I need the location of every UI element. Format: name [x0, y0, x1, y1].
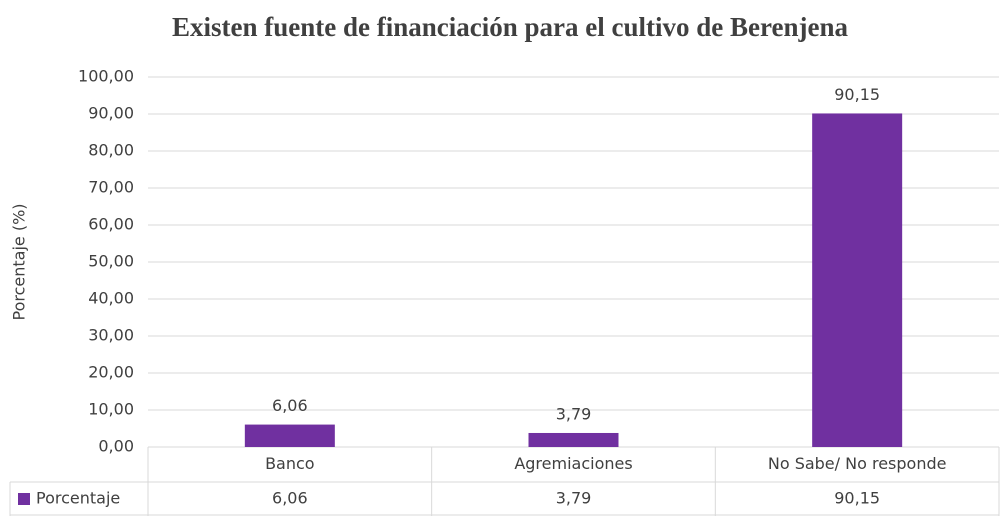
y-tick-label: 50,00: [88, 252, 134, 271]
table-value: 6,06: [272, 489, 308, 508]
y-tick-label: 70,00: [88, 178, 134, 197]
y-tick-label: 60,00: [88, 215, 134, 234]
y-tick-label: 20,00: [88, 363, 134, 382]
y-axis-label: Porcentaje (%): [10, 203, 29, 320]
legend-swatch: [18, 493, 30, 505]
y-tick-label: 100,00: [78, 67, 134, 86]
data-label: 90,15: [834, 85, 880, 104]
bar: [244, 424, 335, 447]
y-tick-label: 30,00: [88, 326, 134, 345]
y-tick-label: 80,00: [88, 141, 134, 160]
y-tick-label: 90,00: [88, 104, 134, 123]
x-tick-label: No Sabe/ No responde: [768, 454, 947, 473]
y-tick-label: 10,00: [88, 400, 134, 419]
data-label: 6,06: [272, 396, 308, 415]
bar: [528, 432, 619, 447]
y-tick-label: 0,00: [98, 437, 134, 456]
table-value: 3,79: [556, 489, 592, 508]
legend-label: Porcentaje: [36, 489, 120, 508]
table-value: 90,15: [834, 489, 880, 508]
x-tick-label: Banco: [265, 454, 315, 473]
data-label: 3,79: [556, 404, 592, 423]
y-tick-label: 40,00: [88, 289, 134, 308]
chart-title: Existen fuente de financiación para el c…: [172, 12, 848, 42]
x-tick-label: Agremiaciones: [514, 454, 632, 473]
bar: [812, 113, 903, 447]
